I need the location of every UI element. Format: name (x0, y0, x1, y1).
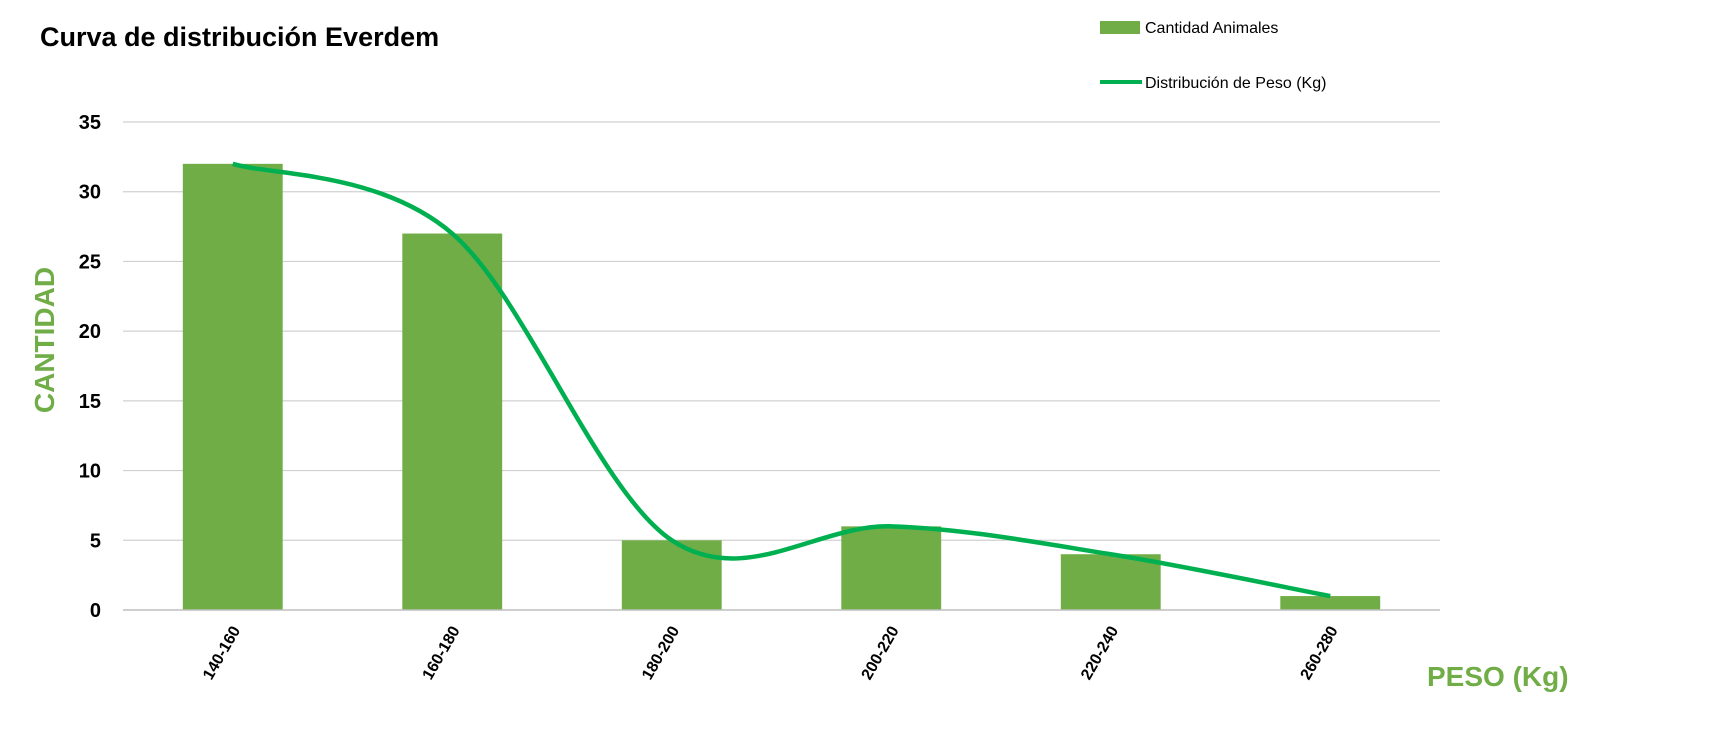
y-tick-label: 0 (90, 600, 101, 622)
y-tick-label: 10 (79, 461, 101, 483)
bar (1280, 596, 1381, 610)
x-tick-label: 140-160 (200, 623, 244, 682)
y-tick-label: 20 (79, 321, 101, 343)
y-tick-label: 30 (79, 182, 101, 204)
gridlines (123, 121, 1440, 541)
legend-bar-label: Cantidad Animales (1145, 20, 1278, 37)
y-tick-labels: 0 5 10 15 20 25 30 35 (79, 112, 101, 622)
y-tick-label: 5 (90, 530, 101, 552)
legend-bar-swatch (1100, 21, 1140, 34)
legend-line-label: Distribución de Peso (Kg) (1145, 75, 1326, 92)
bar (621, 540, 722, 610)
bar-series (182, 163, 1381, 611)
x-axis-title: PESO (Kg) (1427, 661, 1569, 692)
y-tick-label: 25 (79, 251, 101, 273)
distribution-line (232, 161, 1331, 599)
y-axis-title: CANTIDAD (29, 267, 60, 413)
x-tick-label: 200-220 (859, 623, 903, 682)
x-tick-label: 160-180 (420, 623, 464, 682)
bar (841, 526, 942, 610)
bar (1060, 554, 1161, 610)
x-tick-label: 260-280 (1298, 623, 1342, 682)
chart-title: Curva de distribución Everdem (40, 22, 440, 52)
x-tick-label: 180-200 (639, 623, 683, 682)
y-tick-label: 35 (79, 112, 101, 134)
bar (402, 233, 503, 611)
x-tick-label: 220-240 (1078, 623, 1122, 682)
y-tick-label: 15 (79, 391, 101, 413)
bar (182, 163, 283, 611)
legend: Cantidad Animales Distribución de Peso (… (1100, 20, 1326, 92)
x-tick-labels: 140-160 160-180 180-200 200-220 220-240 260-2… (200, 623, 1342, 682)
